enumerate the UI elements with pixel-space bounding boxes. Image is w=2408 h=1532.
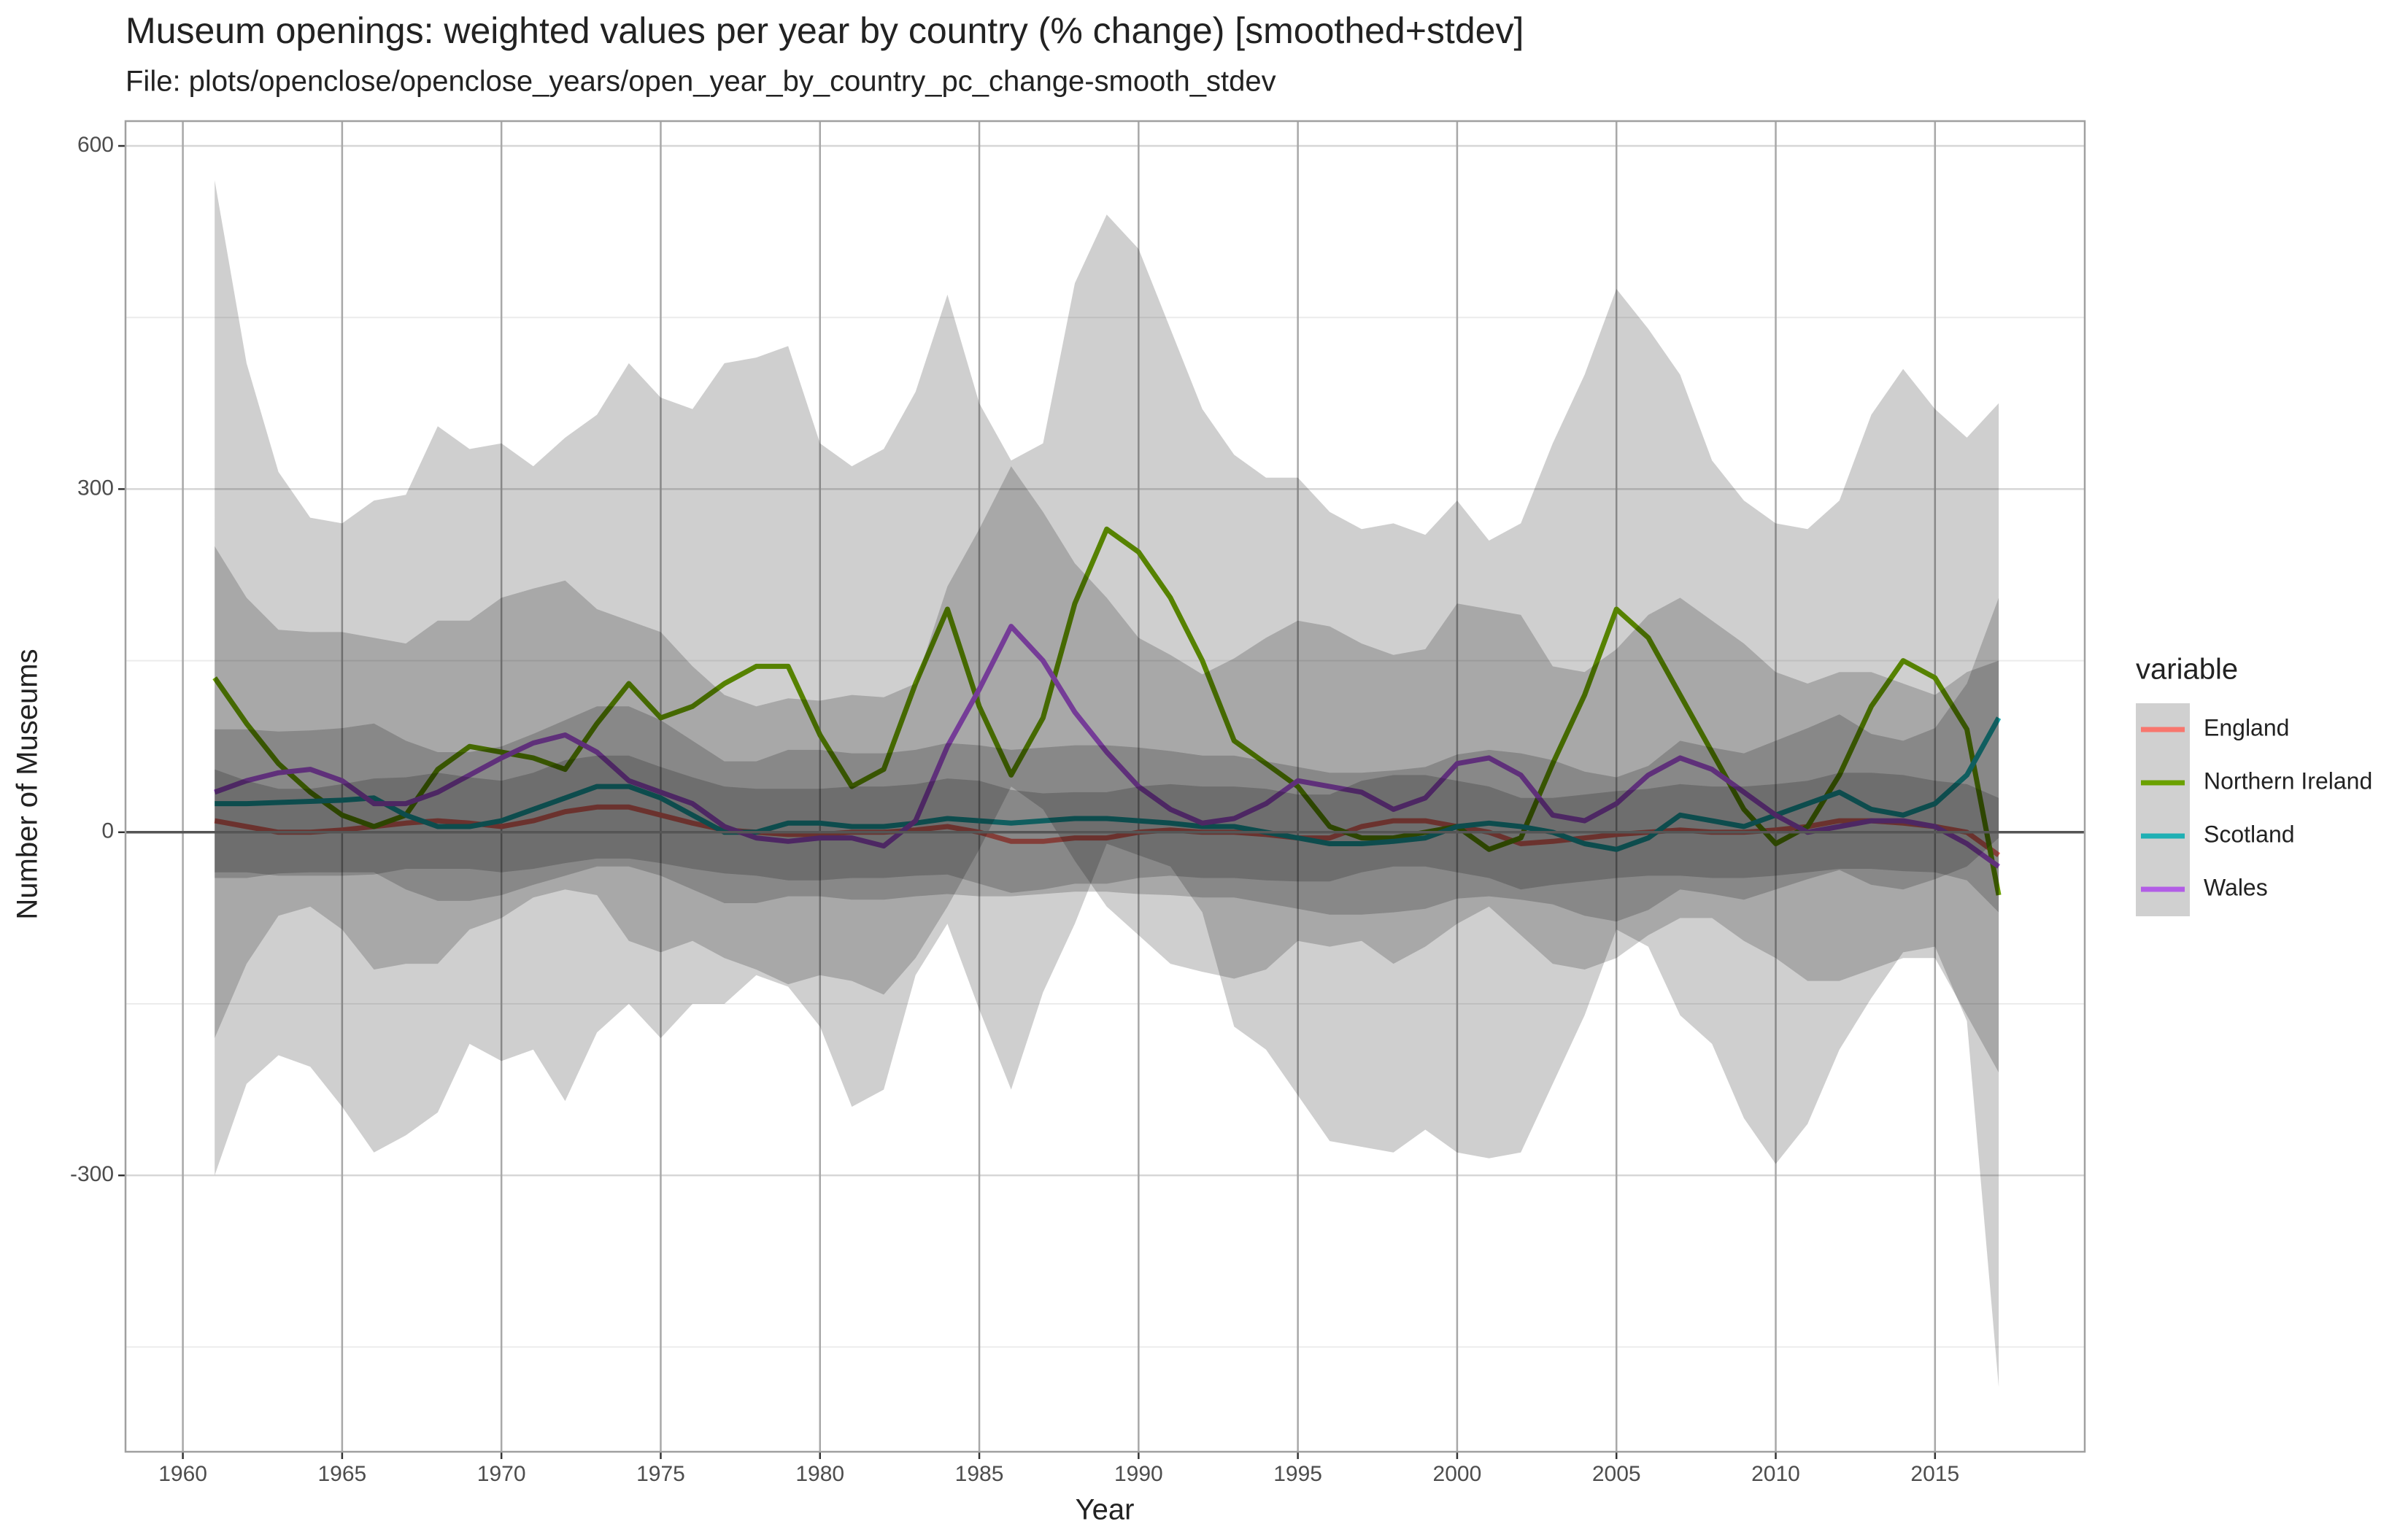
stdev-ribbon — [215, 466, 1999, 1073]
stdev-ribbon — [215, 755, 1999, 913]
legend-label: Scotland — [2204, 821, 2295, 847]
series-line — [214, 624, 2001, 869]
y-tick-label: -300 — [70, 1162, 114, 1186]
x-tick-label: 1995 — [1273, 1462, 1322, 1486]
legend-label: Wales — [2204, 874, 2268, 900]
x-tick-label: 2015 — [1910, 1462, 1959, 1486]
stdev-ribbon — [215, 180, 1999, 1388]
chart-subtitle: File: plots/openclose/openclose_years/op… — [126, 66, 1276, 98]
y-tick-label: 0 — [101, 819, 114, 843]
x-tick-label: 1965 — [318, 1462, 367, 1486]
x-tick-label: 1985 — [955, 1462, 1004, 1486]
plot-border — [124, 120, 2086, 1453]
x-tick-label: 1980 — [795, 1462, 844, 1486]
x-axis-label: Year — [1076, 1494, 1135, 1526]
chart-title: Museum openings: weighted values per yea… — [126, 10, 1524, 51]
legend-label: Northern Ireland — [2204, 767, 2372, 794]
series-line — [215, 716, 2002, 852]
legend-label: England — [2204, 714, 2289, 740]
x-tick-label: 1975 — [636, 1462, 685, 1486]
legend-title: variable — [2136, 654, 2238, 686]
x-tick-label: 1970 — [477, 1462, 526, 1486]
x-tick-label: 2010 — [1751, 1462, 1800, 1486]
x-tick-label: 2005 — [1592, 1462, 1641, 1486]
stdev-ribbon — [215, 597, 1999, 922]
x-tick-label: 1990 — [1114, 1462, 1163, 1486]
x-tick-label: 1960 — [158, 1462, 207, 1486]
y-tick-label: 300 — [77, 476, 114, 500]
y-axis-label: Number of Museums — [12, 649, 44, 919]
y-tick-label: 600 — [77, 133, 114, 157]
x-tick-label: 2000 — [1433, 1462, 1482, 1486]
